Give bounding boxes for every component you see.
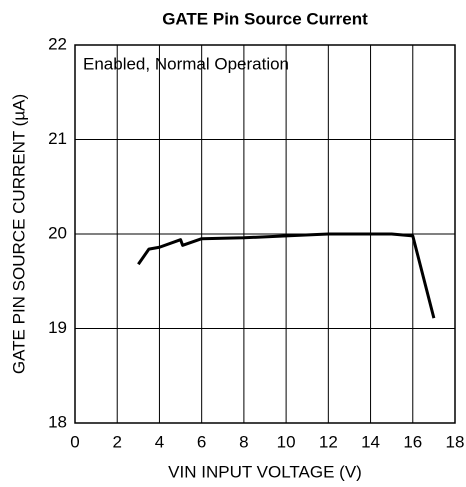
y-tick-label: 19 — [48, 318, 67, 337]
x-tick-label: 18 — [446, 432, 465, 451]
plot-frame — [74, 44, 456, 424]
x-tick-label: 16 — [403, 432, 422, 451]
x-tick-label: 2 — [112, 432, 121, 451]
y-tick-label: 20 — [48, 223, 67, 242]
y-tick-label: 21 — [48, 129, 67, 148]
x-tick-label: 10 — [277, 432, 296, 451]
x-axis-label: VIN INPUT VOLTAGE (V) — [168, 462, 362, 481]
y-tick-label: 18 — [48, 412, 67, 431]
data-line — [137, 232, 436, 319]
x-tick-label: 6 — [197, 432, 206, 451]
y-axis-label: GATE PIN SOURCE CURRENT (µA) — [9, 94, 28, 374]
x-tick-label: 4 — [155, 432, 164, 451]
x-tick-label: 14 — [361, 432, 380, 451]
x-tick-label: 8 — [239, 432, 248, 451]
annotation: Enabled, Normal Operation — [83, 54, 289, 73]
y-tick-label: 22 — [48, 34, 67, 53]
chart-title: GATE Pin Source Current — [162, 9, 368, 28]
x-tick-label: 0 — [70, 432, 79, 451]
x-tick-label: 12 — [319, 432, 338, 451]
